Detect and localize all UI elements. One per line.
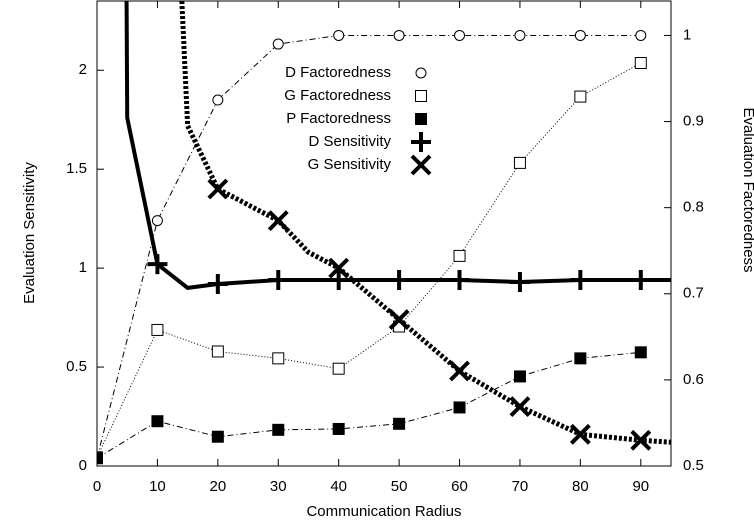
x-tick-label: 90 [632, 478, 649, 495]
y-tick-label: 1.5 [66, 160, 87, 177]
marker [151, 415, 164, 428]
x-tick-label: 40 [330, 478, 347, 495]
marker [211, 345, 224, 358]
marker [147, 254, 168, 275]
x-tick-label: 80 [572, 478, 589, 495]
marker [272, 423, 285, 436]
marker [454, 29, 466, 41]
marker [268, 270, 289, 290]
plot-frame [96, 0, 672, 467]
marker [333, 29, 345, 41]
marker [453, 401, 466, 414]
legend-label: G Sensitivity [308, 156, 392, 173]
marker [151, 215, 163, 227]
marker [328, 257, 350, 279]
marker [449, 270, 470, 290]
y-tick-label: 0 [79, 457, 87, 474]
marker [328, 270, 349, 290]
y-axis-label: Evaluation Sensitivity [21, 162, 38, 304]
y2-tick-label: 0.8 [683, 199, 704, 216]
x-tick-label: 20 [209, 478, 226, 495]
series-line [97, 34, 641, 459]
marker [634, 346, 647, 359]
legend-label: D Factoredness [285, 64, 391, 81]
marker [211, 430, 224, 443]
series-line [179, 1, 671, 445]
marker [415, 90, 427, 102]
marker [513, 370, 526, 383]
marker [574, 352, 587, 365]
marker [332, 362, 345, 375]
marker [415, 113, 427, 125]
y2-tick-label: 0.9 [683, 113, 704, 130]
x-tick-label: 10 [149, 478, 166, 495]
marker [634, 57, 647, 69]
marker [449, 360, 470, 382]
marker [569, 423, 591, 445]
x-tick-label: 0 [93, 478, 101, 495]
y2-axis-label: Evaluation Factoredness [740, 107, 754, 272]
legend-label: G Factoredness [284, 87, 391, 104]
marker [411, 132, 431, 152]
y2-tick-label: 0.5 [683, 457, 704, 474]
y-tick-label: 0.5 [66, 358, 87, 375]
marker [574, 29, 586, 41]
series-line [97, 351, 641, 459]
marker [509, 271, 530, 292]
marker [630, 429, 652, 451]
legend-label: P Factoredness [286, 110, 391, 127]
marker [389, 270, 410, 290]
x-tick-label: 50 [391, 478, 408, 495]
x-tick-label: 30 [270, 478, 287, 495]
marker [393, 417, 406, 430]
marker [151, 323, 164, 336]
marker [509, 396, 531, 418]
plot-area [97, 1, 671, 465]
marker [574, 90, 587, 103]
marker [97, 452, 103, 465]
marker [207, 178, 229, 200]
legend-label: D Sensitivity [308, 133, 391, 150]
marker [388, 309, 410, 330]
x-tick-label: 70 [512, 478, 529, 495]
marker [570, 270, 591, 290]
y-tick-label: 2 [79, 61, 87, 78]
y-tick-label: 1 [79, 259, 87, 276]
marker [272, 352, 285, 365]
marker [332, 422, 345, 435]
marker [393, 29, 405, 41]
marker [635, 29, 647, 41]
marker [453, 249, 466, 262]
x-axis-label: Communication Radius [306, 503, 461, 520]
marker [272, 38, 284, 50]
marker [207, 273, 228, 294]
marker [410, 154, 432, 176]
y2-tick-label: 0.7 [683, 285, 704, 302]
x-tick-label: 60 [451, 478, 468, 495]
marker [514, 29, 526, 41]
marker [630, 270, 651, 290]
marker [415, 67, 427, 79]
marker [267, 210, 289, 232]
y2-tick-label: 1 [683, 26, 691, 43]
marker [212, 94, 224, 106]
marker [513, 156, 526, 169]
y2-tick-label: 0.6 [683, 371, 704, 388]
